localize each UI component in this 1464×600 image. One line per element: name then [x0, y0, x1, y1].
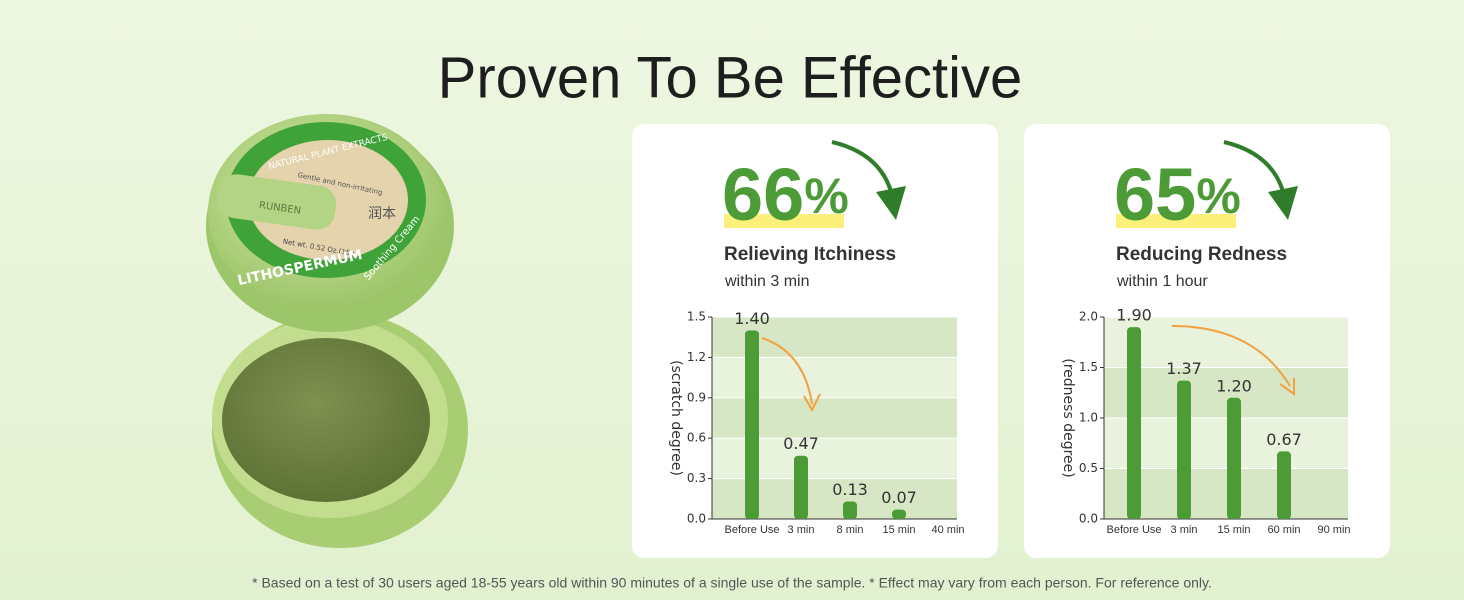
card-subtitle: within 1 hour — [1116, 273, 1208, 290]
headline-value: 65 — [1114, 153, 1196, 236]
bar — [1277, 451, 1291, 519]
value-label: 1.20 — [1216, 376, 1252, 395]
chinese-name: 润本 — [368, 206, 396, 222]
trend-arrow — [1171, 325, 1291, 387]
grid-band — [1104, 418, 1348, 469]
bar — [892, 509, 906, 519]
grid-band — [1104, 317, 1348, 368]
headline: 66% — [722, 153, 849, 236]
value-label: 0.47 — [783, 434, 819, 453]
footnote: * Based on a test of 30 users aged 18-55… — [252, 575, 1212, 591]
y-tick-label: 1.0 — [1079, 411, 1098, 425]
y-tick-label: 0.0 — [687, 512, 706, 526]
y-tick-label: 1.5 — [1079, 360, 1098, 374]
card-subtitle: within 3 min — [724, 273, 809, 290]
trend-arrow-head — [1279, 378, 1295, 396]
bar — [794, 455, 808, 519]
grid-band — [1104, 367, 1348, 418]
page-title: Proven To Be Effective — [438, 45, 1023, 110]
card-title: Reducing Redness — [1116, 244, 1287, 265]
x-tick-label: 40 min — [931, 524, 965, 536]
value-label: 1.37 — [1166, 359, 1202, 378]
product: RUNBEN NATURAL PLANT EXTRACTS Gentle and… — [206, 114, 468, 548]
highlight — [1116, 214, 1236, 228]
x-tick-label: Before Use — [724, 524, 780, 536]
highlight — [724, 214, 844, 228]
arrow-head — [1268, 186, 1298, 220]
y-tick-label: 1.2 — [687, 350, 706, 364]
bar — [1177, 380, 1191, 519]
trend-arrow — [761, 337, 813, 405]
x-tick-label: 3 min — [1170, 524, 1198, 536]
x-tick-label: 60 min — [1267, 524, 1301, 536]
headline: 65% — [1114, 153, 1241, 236]
y-tick-label: 0.0 — [1079, 512, 1098, 526]
headline-unit: % — [1196, 168, 1240, 224]
bar — [1127, 327, 1141, 519]
x-tick-label: 15 min — [1217, 524, 1251, 536]
value-label: 0.07 — [881, 488, 917, 507]
bar — [843, 501, 857, 519]
grid-band — [1104, 468, 1348, 519]
y-tick-label: 0.3 — [687, 471, 706, 485]
y-tick-label: 1.5 — [687, 310, 706, 324]
value-label: 0.13 — [832, 480, 868, 499]
x-tick-label: 3 min — [787, 524, 815, 536]
y-tick-label: 2.0 — [1079, 310, 1098, 324]
y-tick-label: 0.5 — [1079, 461, 1098, 475]
y-tick-label: 0.6 — [687, 431, 706, 445]
x-tick-label: Before Use — [1106, 524, 1162, 536]
x-tick-label: 90 min — [1317, 524, 1351, 536]
y-tick-label: 0.9 — [687, 390, 706, 404]
headline-unit: % — [804, 168, 848, 224]
x-tick-label: 15 min — [882, 524, 916, 536]
arrow-head — [876, 186, 906, 220]
headline-value: 66 — [722, 153, 804, 236]
value-label: 1.40 — [734, 309, 770, 328]
x-tick-label: 8 min — [836, 524, 864, 536]
bar — [745, 330, 759, 519]
y-axis-label: (scratch degree) — [668, 360, 684, 476]
bar — [1227, 397, 1241, 519]
trend-arrow-head — [803, 393, 821, 413]
y-axis-label: (redness degree) — [1060, 358, 1076, 477]
value-label: 1.90 — [1116, 306, 1152, 325]
value-label: 0.67 — [1266, 430, 1302, 449]
card-title: Relieving Itchiness — [724, 244, 896, 265]
